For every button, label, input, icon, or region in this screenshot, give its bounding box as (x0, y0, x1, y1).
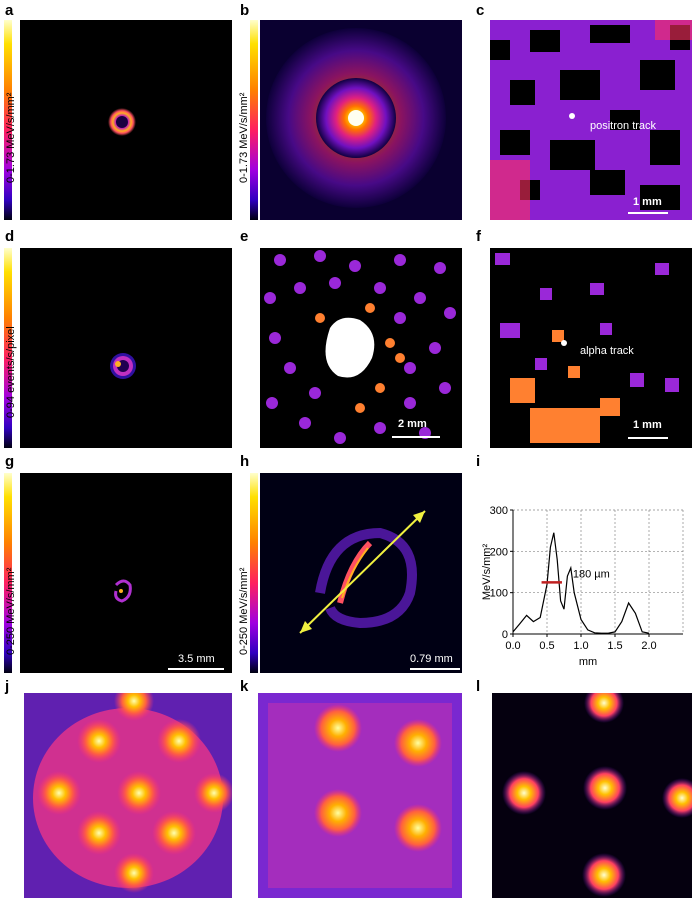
image-panel-e (260, 248, 462, 448)
scale-bar-h (410, 668, 460, 670)
colorbar-label-g: 0-250 MeV/s/mm² (5, 567, 17, 655)
scale-bar-g (168, 668, 224, 670)
x-tick-label: 1.5 (607, 640, 622, 652)
image-panel-a (20, 20, 232, 220)
y-tick-label: 100 (490, 588, 508, 600)
colorbar-label-b: 0-1.73 MeV/s/mm² (238, 92, 250, 183)
image-panel-b (260, 20, 462, 220)
colorbar-label-d: 0-94 events/s/pixel (5, 326, 17, 418)
scale-label-h: 0.79 mm (410, 653, 453, 665)
image-panel-h (260, 473, 462, 673)
positron-track-marker (569, 113, 575, 119)
image-panel-f (490, 248, 692, 448)
panel-letter-j: j (5, 678, 10, 695)
scale-label-c: 1 mm (633, 196, 662, 208)
alpha-track-label: alpha track (580, 345, 634, 357)
x-tick-label: 0.0 (505, 640, 520, 652)
panel-letter-l: l (476, 678, 481, 695)
panel-letter-k: k (240, 678, 249, 695)
y-tick-label: 200 (490, 546, 508, 558)
image-panel-c (490, 20, 692, 220)
panel-letter-b: b (240, 2, 250, 19)
panel-letter-e: e (240, 228, 249, 245)
scale-label-f: 1 mm (633, 419, 662, 431)
y-axis-label: MeV/s/mm² (481, 544, 493, 601)
colorbar-label-h: 0-250 MeV/s/mm² (238, 567, 250, 655)
colorbar-d (4, 248, 12, 448)
alpha-track-marker (561, 340, 567, 346)
positron-track-label: positron track (590, 120, 657, 132)
image-panel-k (258, 693, 462, 898)
x-tick-label: 1.0 (573, 640, 588, 652)
colorbar-a (4, 20, 12, 220)
panel-letter-d: d (5, 228, 15, 245)
x-tick-label: 0.5 (539, 640, 554, 652)
x-axis-label: mm (579, 656, 597, 668)
scale-bar-c (628, 212, 668, 214)
colorbar-label-a: 0-1.73 MeV/s/mm² (5, 92, 17, 183)
fwhm-annotation: 180 µm (573, 568, 610, 580)
series-line (512, 532, 650, 634)
panel-letter-i: i (476, 453, 481, 470)
x-tick-label: 2.0 (641, 640, 656, 652)
colorbar-b (250, 20, 258, 220)
scale-label-e: 2 mm (398, 418, 427, 430)
y-tick-label: 300 (490, 505, 508, 517)
panel-letter-g: g (5, 453, 15, 470)
scale-label-g: 3.5 mm (178, 653, 215, 665)
y-tick-label: 0 (502, 629, 508, 641)
panel-letter-f: f (476, 228, 481, 245)
panel-letter-c: c (476, 2, 485, 19)
image-panel-j (24, 693, 232, 898)
line-chart-i: 0 100 200 300 0.0 0.5 1.0 1.5 2.0 mm MeV/s/mm² 180 … (481, 505, 684, 668)
image-panel-l (492, 693, 692, 898)
colorbar-h (250, 473, 258, 673)
image-panel-g (20, 473, 232, 673)
scale-bar-f (628, 437, 668, 439)
panel-letter-h: h (240, 453, 250, 470)
scale-bar-e (392, 436, 440, 438)
colorbar-g (4, 473, 12, 673)
panel-letter-a: a (5, 2, 14, 19)
image-panel-d (20, 248, 232, 448)
